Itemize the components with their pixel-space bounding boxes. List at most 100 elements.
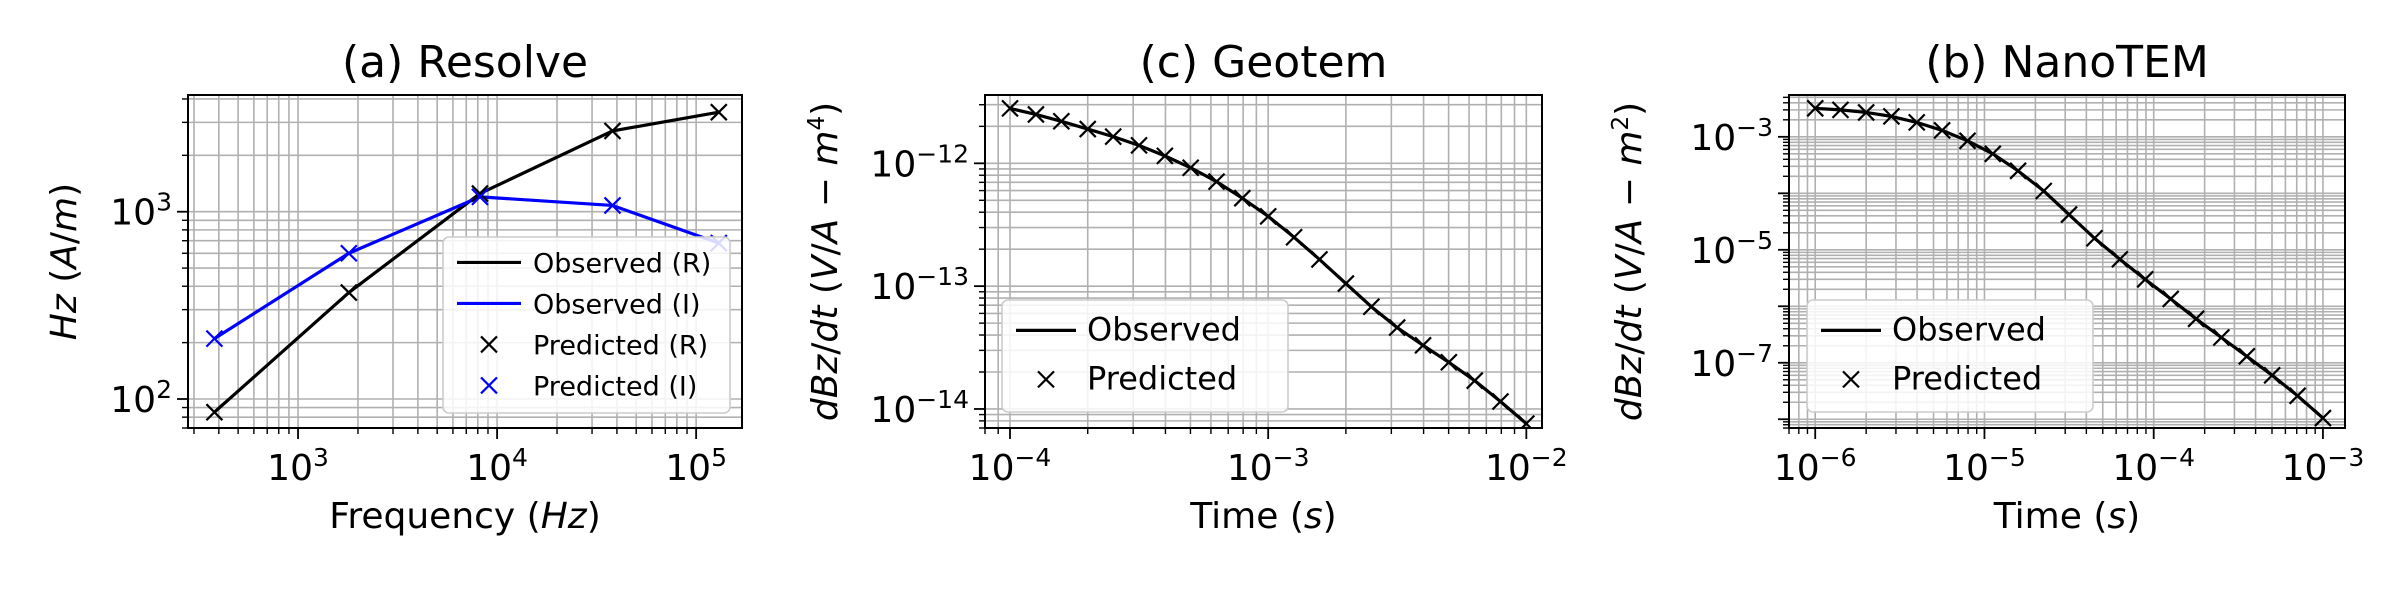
y-tick-label: 10−12 [870, 139, 969, 186]
legend-entry: Observed (R) [457, 248, 711, 279]
data-point [1259, 207, 1277, 226]
data-point [1440, 353, 1458, 372]
data-point [1882, 107, 1901, 126]
data-point [2263, 366, 2281, 385]
data-point [205, 403, 224, 421]
data-point [2187, 310, 2205, 328]
legend-label: Observed (R) [533, 248, 711, 279]
x-tick-label: 10−6 [1774, 443, 1857, 490]
legend: Observed Predicted [1001, 299, 1289, 413]
x-axis-label: Time (s) [1993, 496, 2140, 537]
tick-labels: 10−4 10−3 10−2 10−14 10−13 10−12 [870, 139, 1567, 489]
resolve-panel: 103 104 105 102 103 (a) Resolve Frequency (Hz)… [44, 37, 743, 537]
y-tick-label: 10−5 [1690, 225, 1773, 272]
data-point [1207, 172, 1226, 191]
data-point [1310, 250, 1329, 269]
data-point [1806, 99, 1824, 118]
data-point [1233, 189, 1252, 207]
chart-title: (b) NanoTEM [1925, 37, 2209, 88]
data-point [1001, 99, 1019, 118]
series-predicted [1001, 99, 1536, 428]
x-tick-label: 10−4 [969, 443, 1052, 490]
data-point [1933, 121, 1951, 140]
legend: Observed (R) Observed (I) Predicted (R) Pre… [442, 236, 731, 414]
data-point [1078, 120, 1097, 138]
axes-frame [187, 94, 743, 429]
data-point [1362, 297, 1381, 316]
data-point [1027, 105, 1045, 124]
data-point [1337, 274, 1355, 293]
legend-entry: Predicted [1842, 359, 2042, 397]
legend-entry: Predicted (I) [480, 371, 697, 402]
data-point [340, 244, 358, 263]
x-tick-label: 104 [466, 443, 528, 490]
data-point [1857, 103, 1875, 122]
x-axis-label: Time (s) [1189, 496, 1336, 537]
legend: Observed Predicted [1806, 299, 2094, 413]
data-point [1156, 147, 1174, 165]
data-point [1958, 132, 1977, 150]
data-point [2288, 387, 2307, 405]
data-point [1130, 136, 1148, 155]
data-point [2085, 229, 2104, 248]
data-point [2314, 409, 2332, 427]
legend-label: Predicted [1087, 359, 1237, 397]
data-point [2009, 162, 2027, 180]
axes-frame [984, 94, 1543, 429]
data-point [1517, 414, 1536, 428]
plot-area [1001, 99, 1536, 428]
data-point [2161, 290, 2180, 308]
chart-title: (c) Geotem [1140, 37, 1388, 88]
data-point [710, 103, 728, 121]
data-point [1414, 336, 1432, 355]
legend-label: Predicted (I) [533, 371, 697, 402]
legend-entry: Observed [1016, 310, 1241, 348]
series-predicted [1806, 99, 2332, 427]
data-point [2111, 250, 2129, 269]
x-tick-label: 103 [267, 443, 329, 490]
legend-label: Observed [1892, 310, 2046, 348]
data-point [1052, 112, 1071, 131]
y-tick-label: 10−3 [1690, 112, 1773, 159]
x-tick-label: 10−3 [2282, 443, 2365, 490]
legend-box [1806, 299, 2094, 413]
data-point [471, 184, 489, 203]
legend-entry: Predicted [1037, 359, 1237, 397]
y-tick-label: 10−13 [870, 262, 969, 309]
x-tick-label: 10−5 [1943, 443, 2026, 490]
geotem-panel: 10−4 10−3 10−2 10−14 10−13 10−12 (c) Geotem Tim… [804, 37, 1568, 537]
data-point [1907, 113, 1926, 132]
data-point [471, 188, 489, 206]
plot-area [1806, 99, 2332, 427]
data-point [1984, 145, 2002, 163]
plot-area [205, 103, 728, 421]
legend-label: Observed (I) [533, 289, 701, 320]
legend-entry: Observed (I) [457, 289, 701, 320]
nanotem-panel: 10−6 10−5 10−4 10−3 10−7 10−5 10−3 (b) NanoTEM T… [1608, 37, 2364, 537]
data-point [1285, 228, 1303, 247]
legend-box [442, 236, 731, 414]
data-point [2060, 205, 2078, 224]
y-tick-label: 10−14 [870, 384, 969, 431]
data-point [205, 329, 224, 348]
chart-title: (a) Resolve [342, 37, 588, 88]
legend-label: Predicted [1892, 359, 2042, 397]
legend-entry: Predicted (R) [480, 330, 708, 361]
legend-marker-swatch [480, 376, 498, 395]
data-point [2034, 182, 2053, 200]
axes-frame [1788, 94, 2346, 429]
data-point [603, 196, 622, 215]
tick-labels: 103 104 105 102 103 [110, 187, 727, 489]
tick-labels: 10−6 10−5 10−4 10−3 10−7 10−5 10−3 [1690, 112, 2364, 489]
legend-box [1001, 299, 1289, 413]
data-point [1388, 318, 1406, 337]
y-tick-label: 103 [110, 187, 172, 234]
data-point [2136, 270, 2154, 289]
x-tick-label: 105 [665, 443, 727, 490]
data-point [1831, 101, 1850, 119]
x-tick-label: 10−4 [2112, 443, 2195, 490]
data-point [1104, 127, 1122, 146]
legend-label: Predicted (R) [533, 330, 708, 361]
series-predicted-r [205, 103, 728, 421]
